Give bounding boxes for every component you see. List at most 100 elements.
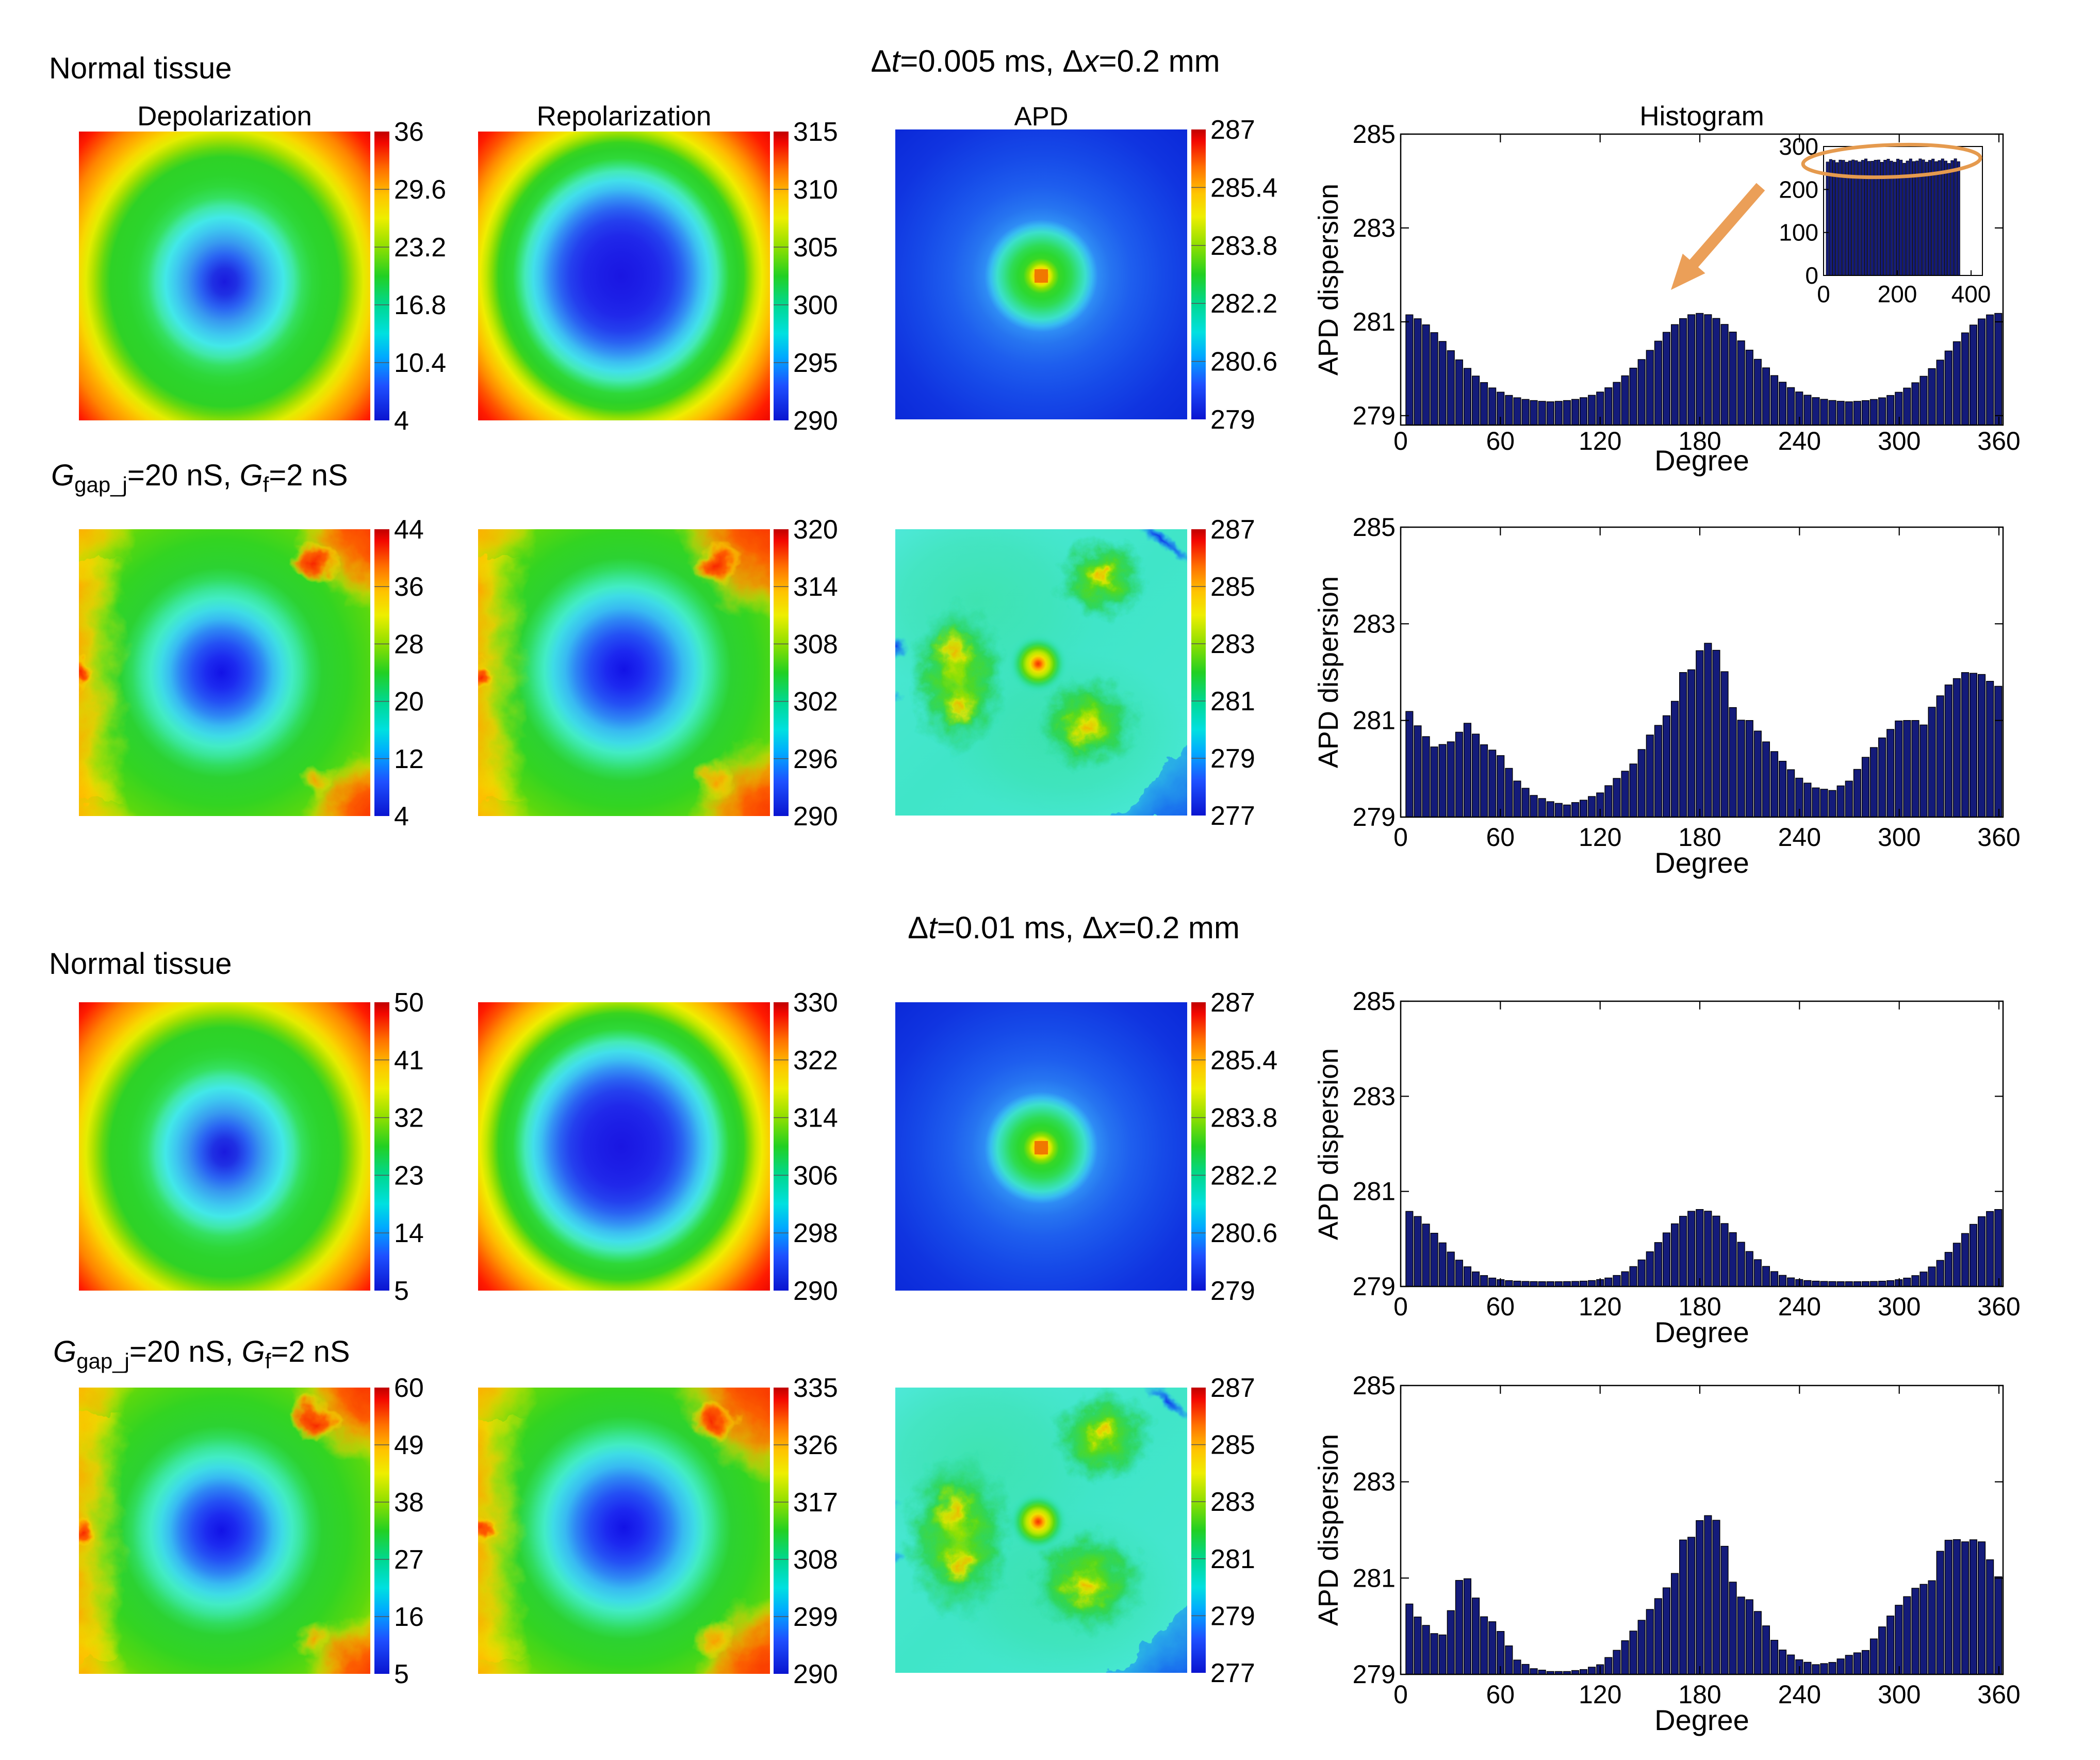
svg-text:180: 180 — [1678, 427, 1721, 455]
svg-text:Histogram: Histogram — [1639, 101, 1764, 132]
svg-text:120: 120 — [1579, 1292, 1621, 1321]
svg-text:49: 49 — [394, 1430, 424, 1460]
svg-text:23.2: 23.2 — [394, 233, 446, 263]
svg-text:41: 41 — [394, 1046, 424, 1075]
svg-text:400: 400 — [1951, 281, 1991, 307]
svg-text:APD dispersion: APD dispersion — [1313, 1048, 1344, 1240]
svg-text:APD dispersion: APD dispersion — [1313, 576, 1344, 768]
svg-text:281: 281 — [1353, 1177, 1396, 1206]
svg-text:335: 335 — [793, 1373, 838, 1403]
svg-text:5: 5 — [394, 1276, 409, 1306]
svg-text:314: 314 — [793, 1103, 838, 1133]
svg-text:360: 360 — [1977, 1680, 2020, 1709]
svg-text:23: 23 — [394, 1161, 424, 1191]
svg-text:287: 287 — [1210, 988, 1255, 1018]
svg-text:Normal tissue: Normal tissue — [49, 947, 232, 981]
svg-text:60: 60 — [1486, 1292, 1515, 1321]
svg-text:60: 60 — [1486, 427, 1515, 455]
svg-text:36: 36 — [394, 572, 424, 602]
svg-text:283.8: 283.8 — [1210, 1103, 1277, 1133]
svg-text:Δt=0.01 ms, Δx=0.2 mm: Δt=0.01 ms, Δx=0.2 mm — [908, 910, 1240, 945]
svg-text:60: 60 — [394, 1373, 424, 1403]
svg-text:285.4: 285.4 — [1210, 173, 1277, 203]
svg-text:279: 279 — [1353, 1272, 1396, 1301]
svg-text:300: 300 — [793, 290, 838, 320]
svg-text:308: 308 — [793, 1545, 838, 1575]
svg-text:300: 300 — [1878, 427, 1921, 455]
svg-text:Degree: Degree — [1654, 1704, 1749, 1736]
svg-text:20: 20 — [394, 687, 424, 717]
svg-text:180: 180 — [1678, 1292, 1721, 1321]
svg-text:Δt=0.005 ms, Δx=0.2 mm: Δt=0.005 ms, Δx=0.2 mm — [871, 44, 1220, 78]
svg-text:277: 277 — [1210, 1658, 1255, 1688]
svg-text:200: 200 — [1878, 281, 1917, 307]
svg-text:120: 120 — [1579, 1680, 1621, 1709]
svg-text:Degree: Degree — [1654, 846, 1749, 879]
svg-text:10.4: 10.4 — [394, 348, 446, 378]
svg-text:283: 283 — [1353, 1468, 1396, 1496]
svg-text:300: 300 — [1878, 823, 1921, 852]
svg-text:28: 28 — [394, 629, 424, 659]
svg-text:281: 281 — [1353, 706, 1396, 735]
svg-text:0: 0 — [1393, 1680, 1408, 1709]
svg-text:240: 240 — [1778, 427, 1821, 455]
svg-text:279: 279 — [1210, 405, 1255, 435]
svg-text:APD dispersion: APD dispersion — [1313, 1434, 1344, 1626]
svg-text:14: 14 — [394, 1218, 424, 1248]
svg-text:200: 200 — [1779, 176, 1818, 203]
svg-text:Ggap_j=20 nS, Gf=2 nS: Ggap_j=20 nS, Gf=2 nS — [51, 459, 348, 497]
svg-text:4: 4 — [394, 406, 409, 436]
svg-text:283: 283 — [1353, 214, 1396, 242]
svg-text:281: 281 — [1210, 1544, 1255, 1574]
svg-text:296: 296 — [793, 744, 838, 774]
svg-text:0: 0 — [1393, 1292, 1408, 1321]
svg-text:308: 308 — [793, 629, 838, 659]
svg-text:283: 283 — [1210, 629, 1255, 659]
svg-text:320: 320 — [793, 515, 838, 545]
svg-text:360: 360 — [1977, 1292, 2020, 1321]
svg-text:283: 283 — [1210, 1487, 1255, 1517]
svg-text:180: 180 — [1678, 1680, 1721, 1709]
svg-text:287: 287 — [1210, 515, 1255, 545]
svg-text:360: 360 — [1977, 427, 2020, 455]
svg-text:287: 287 — [1210, 115, 1255, 145]
svg-text:281: 281 — [1353, 307, 1396, 336]
svg-text:120: 120 — [1579, 427, 1621, 455]
svg-text:283.8: 283.8 — [1210, 231, 1277, 261]
svg-text:306: 306 — [793, 1161, 838, 1191]
svg-text:16: 16 — [394, 1602, 424, 1632]
svg-text:285: 285 — [1353, 987, 1396, 1016]
svg-text:APD dispersion: APD dispersion — [1313, 184, 1344, 376]
svg-text:281: 281 — [1210, 687, 1255, 716]
svg-text:12: 12 — [394, 744, 424, 774]
svg-text:285: 285 — [1353, 513, 1396, 542]
svg-text:310: 310 — [793, 175, 838, 205]
svg-text:298: 298 — [793, 1218, 838, 1248]
svg-text:280.6: 280.6 — [1210, 347, 1277, 377]
svg-text:100: 100 — [1779, 219, 1818, 246]
svg-text:317: 317 — [793, 1488, 838, 1518]
svg-text:279: 279 — [1353, 401, 1396, 430]
svg-text:279: 279 — [1210, 1601, 1255, 1631]
svg-text:29.6: 29.6 — [394, 175, 446, 205]
svg-text:Repolarization: Repolarization — [537, 101, 712, 132]
svg-text:Depolarization: Depolarization — [137, 101, 312, 132]
svg-text:279: 279 — [1210, 744, 1255, 774]
svg-text:0: 0 — [1805, 262, 1818, 289]
svg-text:285: 285 — [1210, 1430, 1255, 1460]
svg-text:305: 305 — [793, 233, 838, 263]
svg-text:Normal tissue: Normal tissue — [49, 52, 232, 85]
svg-text:360: 360 — [1977, 823, 2020, 852]
svg-text:0: 0 — [1817, 281, 1830, 307]
svg-text:120: 120 — [1579, 823, 1621, 852]
svg-text:279: 279 — [1353, 803, 1396, 832]
svg-text:60: 60 — [1486, 823, 1515, 852]
svg-text:290: 290 — [793, 1276, 838, 1306]
svg-text:283: 283 — [1353, 1082, 1396, 1111]
svg-text:281: 281 — [1353, 1563, 1396, 1592]
svg-text:282.2: 282.2 — [1210, 1161, 1277, 1191]
svg-text:285: 285 — [1210, 572, 1255, 602]
svg-text:0: 0 — [1393, 823, 1408, 852]
svg-text:APD: APD — [1014, 102, 1069, 131]
svg-text:295: 295 — [793, 348, 838, 378]
